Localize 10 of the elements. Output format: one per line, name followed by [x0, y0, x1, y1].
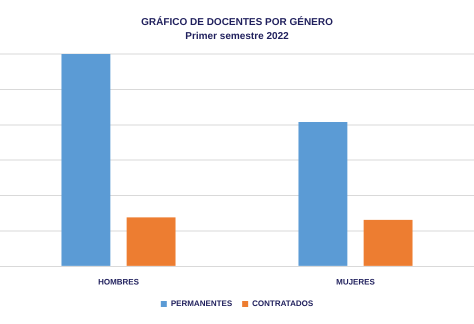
bar [364, 220, 413, 266]
x-tick-label: HOMBRES [98, 277, 140, 286]
chart-subtitle: Primer semestre 2022 [185, 30, 290, 42]
bar [298, 122, 348, 266]
bar [61, 54, 110, 266]
bar [126, 217, 176, 266]
x-tick-label: MUJERES [336, 277, 376, 286]
legend-label: CONTRATADOS [252, 299, 314, 308]
legend-label: PERMANENTES [170, 299, 233, 308]
chart-title: GRÁFICO DE DOCENTES POR GÉNERO [141, 16, 334, 28]
